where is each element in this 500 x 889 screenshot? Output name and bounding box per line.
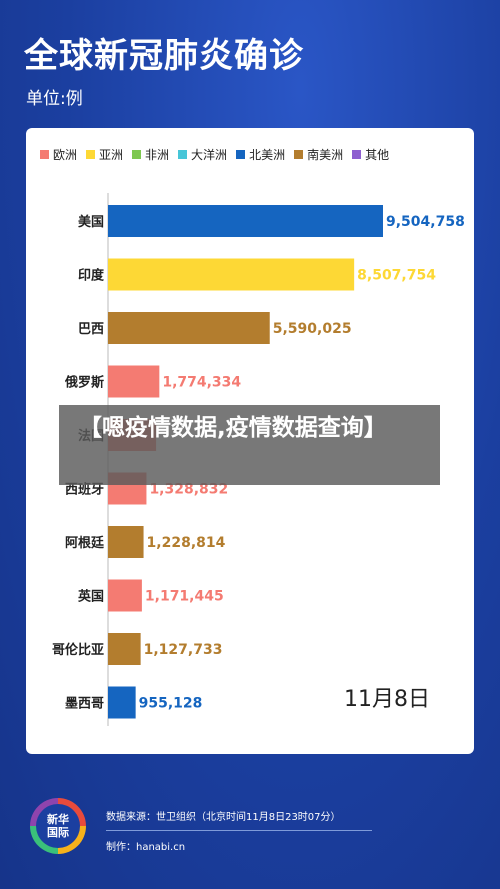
legend-label: 非洲 bbox=[145, 148, 170, 162]
xinhua-logo: 新华 国际 bbox=[30, 798, 86, 854]
legend-label: 其他 bbox=[365, 148, 390, 162]
legend-label: 欧洲 bbox=[53, 148, 78, 162]
legend-swatch bbox=[86, 150, 96, 159]
bar bbox=[108, 686, 136, 719]
category-label: 西班牙 bbox=[65, 482, 104, 498]
date-label: 11月8日 bbox=[344, 687, 430, 712]
bar bbox=[108, 205, 383, 237]
legend-label: 亚洲 bbox=[99, 148, 124, 162]
value-label: 1,228,814 bbox=[147, 535, 226, 551]
bar bbox=[108, 633, 141, 665]
legend-label: 大洋洲 bbox=[191, 148, 228, 162]
legend-label: 南美洲 bbox=[307, 148, 344, 162]
value-label: 8,507,754 bbox=[357, 268, 436, 284]
legend-swatch bbox=[352, 150, 362, 159]
category-label: 美国 bbox=[78, 214, 104, 230]
category-label: 俄罗斯 bbox=[64, 375, 104, 391]
value-label: 1,328,832 bbox=[149, 482, 228, 498]
legend-swatch bbox=[132, 150, 142, 159]
legend-swatch bbox=[178, 150, 188, 159]
category-label: 哥伦比亚 bbox=[52, 642, 104, 658]
legend-item: 亚洲 bbox=[86, 146, 123, 163]
legend-item: 欧洲 bbox=[40, 146, 77, 163]
credit-line: 制作：hanabi.cn bbox=[106, 842, 186, 853]
overlay-banner: 【嗯疫情数据,疫情数据查询】 bbox=[59, 405, 440, 485]
category-label: 阿根廷 bbox=[65, 535, 105, 551]
bar bbox=[108, 258, 355, 291]
value-label: 1,127,733 bbox=[144, 642, 223, 658]
category-label: 巴西 bbox=[78, 322, 104, 337]
category-label: 墨西哥 bbox=[65, 696, 104, 712]
legend-item: 大洋洲 bbox=[178, 146, 227, 163]
data-source: 数据来源：世卫组织（北京时间11月8日23时07分） bbox=[106, 812, 341, 823]
legend-swatch bbox=[236, 150, 246, 159]
bar bbox=[108, 312, 270, 344]
chart-legend: 欧洲 亚洲 非洲 大洋洲 北美洲 南美洲 其他 bbox=[40, 146, 398, 163]
bar bbox=[108, 365, 160, 398]
legend-item: 南美洲 bbox=[294, 146, 343, 163]
bar bbox=[108, 526, 144, 558]
footer-divider bbox=[106, 830, 372, 831]
legend-swatch bbox=[294, 150, 304, 159]
category-label: 印度 bbox=[78, 268, 105, 284]
bar-chart: 美国 9,504,758 印度 8,507,754 巴西 5,590,025 俄罗斯 1,77… bbox=[52, 193, 465, 726]
value-label: 9,504,758 bbox=[386, 214, 465, 230]
value-label: 1,774,334 bbox=[162, 375, 241, 391]
page-title: 全球新冠肺炎确诊 bbox=[24, 36, 304, 76]
legend-item: 北美洲 bbox=[236, 146, 285, 163]
legend-swatch bbox=[40, 150, 49, 159]
legend-item: 其他 bbox=[352, 146, 389, 163]
legend-item: 非洲 bbox=[132, 146, 169, 163]
overlay-text: 【嗯疫情数据,疫情数据查询】 bbox=[79, 415, 387, 441]
bar bbox=[108, 579, 142, 612]
legend-label: 北美洲 bbox=[249, 148, 286, 162]
value-label: 5,590,025 bbox=[273, 321, 352, 337]
unit-label: 单位:例 bbox=[26, 89, 83, 109]
xinhua-logo-text: 新华 国际 bbox=[36, 804, 80, 848]
category-label: 英国 bbox=[77, 589, 104, 605]
value-label: 955,128 bbox=[139, 696, 203, 712]
value-label: 1,171,445 bbox=[145, 589, 224, 605]
